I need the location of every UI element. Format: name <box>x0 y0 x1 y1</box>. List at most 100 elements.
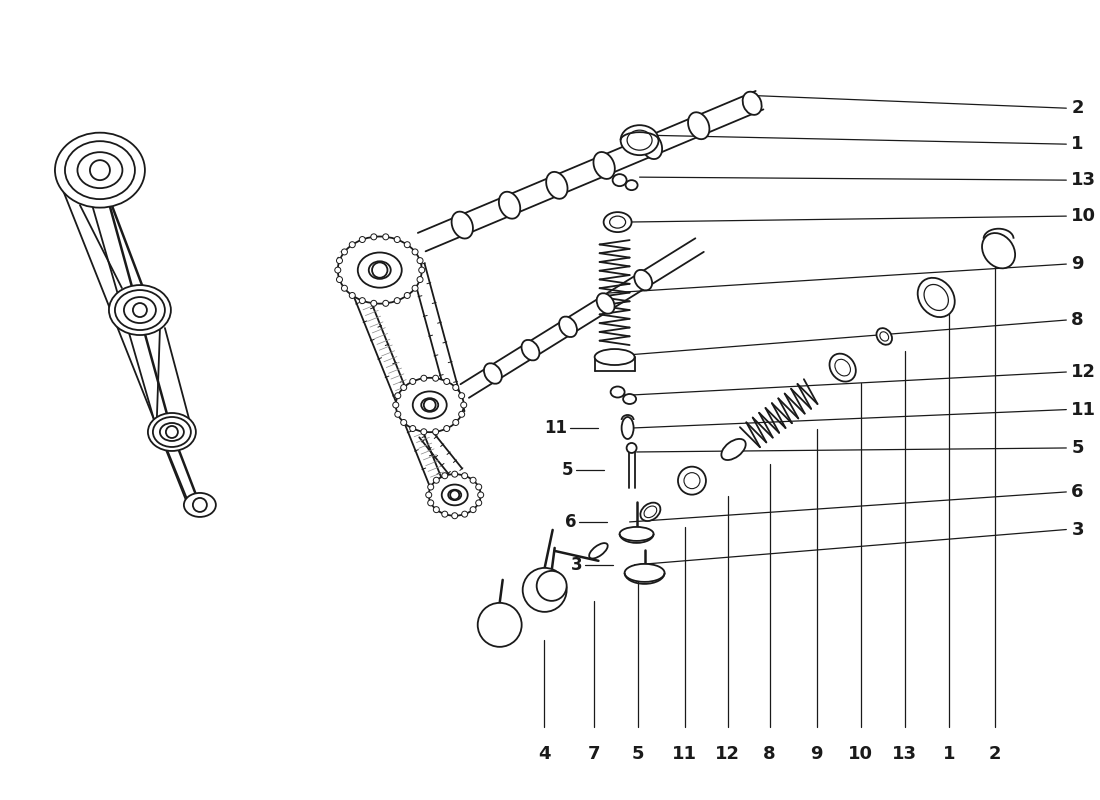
Circle shape <box>394 237 400 242</box>
Circle shape <box>475 484 482 490</box>
Circle shape <box>372 262 387 278</box>
Text: 10: 10 <box>1071 207 1097 225</box>
Circle shape <box>394 298 400 304</box>
Text: 6: 6 <box>565 513 576 531</box>
Ellipse shape <box>620 125 659 155</box>
Ellipse shape <box>559 317 578 337</box>
Circle shape <box>459 411 464 418</box>
Circle shape <box>452 471 458 477</box>
Circle shape <box>341 286 348 291</box>
Circle shape <box>470 506 476 513</box>
Circle shape <box>537 571 566 601</box>
Text: 11: 11 <box>1071 401 1097 418</box>
Ellipse shape <box>623 394 636 404</box>
Text: 11: 11 <box>672 745 697 762</box>
Ellipse shape <box>499 192 520 218</box>
Ellipse shape <box>621 417 634 439</box>
Text: 12: 12 <box>1071 363 1097 381</box>
Text: 6: 6 <box>1071 483 1083 501</box>
Ellipse shape <box>610 386 625 398</box>
Ellipse shape <box>521 340 539 360</box>
Circle shape <box>192 498 207 512</box>
Text: 5: 5 <box>631 745 644 762</box>
Circle shape <box>337 277 342 282</box>
Circle shape <box>383 234 388 240</box>
Circle shape <box>334 267 341 273</box>
Ellipse shape <box>77 152 122 188</box>
Circle shape <box>522 568 566 612</box>
Circle shape <box>428 484 433 490</box>
Ellipse shape <box>452 212 473 238</box>
Text: 8: 8 <box>763 745 776 762</box>
Ellipse shape <box>442 485 468 506</box>
Circle shape <box>627 443 637 453</box>
Text: 10: 10 <box>848 745 873 762</box>
Circle shape <box>395 393 400 398</box>
Circle shape <box>459 393 464 398</box>
Circle shape <box>395 411 400 418</box>
Circle shape <box>453 419 459 426</box>
Circle shape <box>417 277 424 282</box>
Ellipse shape <box>640 502 660 521</box>
Ellipse shape <box>65 141 135 199</box>
Ellipse shape <box>625 564 664 582</box>
Circle shape <box>360 298 365 304</box>
Text: 1: 1 <box>1071 135 1083 153</box>
Circle shape <box>337 258 342 264</box>
Text: 2: 2 <box>989 745 1001 762</box>
Ellipse shape <box>742 92 761 115</box>
Ellipse shape <box>722 439 746 460</box>
Circle shape <box>409 378 416 385</box>
Ellipse shape <box>338 237 421 304</box>
Circle shape <box>443 426 450 431</box>
Circle shape <box>350 242 355 248</box>
Circle shape <box>477 603 521 647</box>
Ellipse shape <box>448 490 461 500</box>
Circle shape <box>400 385 407 390</box>
Circle shape <box>371 234 377 240</box>
Circle shape <box>90 160 110 180</box>
Circle shape <box>426 492 431 498</box>
Circle shape <box>432 429 439 434</box>
Text: 5: 5 <box>1071 439 1083 457</box>
Ellipse shape <box>613 174 627 186</box>
Ellipse shape <box>688 112 710 139</box>
Ellipse shape <box>184 493 216 517</box>
Circle shape <box>453 385 459 390</box>
Ellipse shape <box>640 132 662 159</box>
Text: 7: 7 <box>587 745 600 762</box>
Ellipse shape <box>635 270 652 290</box>
Circle shape <box>409 426 416 431</box>
Text: 4: 4 <box>538 745 550 762</box>
Circle shape <box>400 419 407 426</box>
Ellipse shape <box>368 262 390 279</box>
Circle shape <box>452 513 458 518</box>
Text: 5: 5 <box>562 461 573 479</box>
Ellipse shape <box>626 180 638 190</box>
Ellipse shape <box>547 172 568 199</box>
Ellipse shape <box>114 290 165 330</box>
Circle shape <box>433 506 439 513</box>
Circle shape <box>477 492 484 498</box>
Text: 8: 8 <box>1071 311 1083 329</box>
Text: 3: 3 <box>1071 521 1083 538</box>
Ellipse shape <box>160 423 184 441</box>
Circle shape <box>433 478 439 483</box>
Ellipse shape <box>594 152 615 179</box>
Circle shape <box>166 426 178 438</box>
Circle shape <box>412 249 418 255</box>
Text: 12: 12 <box>715 745 740 762</box>
Circle shape <box>678 466 706 494</box>
Circle shape <box>443 378 450 385</box>
Circle shape <box>405 242 410 248</box>
Ellipse shape <box>429 474 481 516</box>
Circle shape <box>133 303 147 317</box>
Text: 13: 13 <box>892 745 917 762</box>
Circle shape <box>360 237 365 242</box>
Ellipse shape <box>596 294 615 314</box>
Text: 9: 9 <box>1071 255 1083 273</box>
Text: 2: 2 <box>1071 99 1083 117</box>
Circle shape <box>428 500 433 506</box>
Ellipse shape <box>829 354 856 382</box>
Ellipse shape <box>484 363 502 384</box>
